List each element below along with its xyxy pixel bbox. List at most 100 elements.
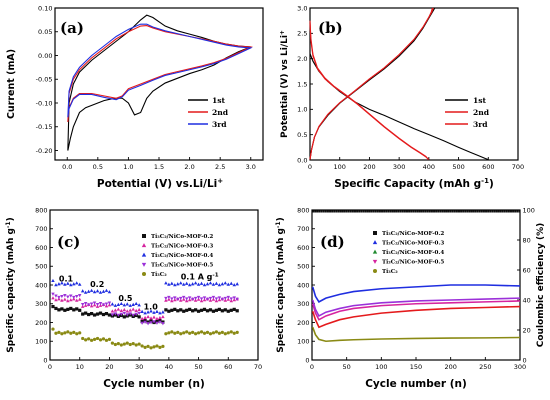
rate-point [185, 308, 189, 312]
rate-point [208, 332, 213, 336]
panel-label-d: (d) [320, 233, 345, 251]
rate-point [161, 314, 165, 319]
rate-point [191, 309, 195, 313]
ytick-label: 3.0 [297, 4, 307, 12]
legend-marker [141, 262, 147, 267]
rate-label-text: 1.0 [144, 302, 159, 311]
rate-point [95, 289, 100, 293]
rate-point [128, 303, 132, 307]
rate-point [140, 321, 144, 325]
rate-point [205, 330, 210, 334]
xlabel-b: Specific Capacity (mAh g-1) [334, 177, 494, 190]
charge-curve-3rd [309, 7, 433, 160]
rate-point [74, 294, 79, 299]
rate-point [161, 310, 165, 314]
ce-point [360, 210, 363, 213]
legend-label: Ti₃C₂/NiCo-MOF-0.5 [151, 263, 213, 269]
rate-point [54, 298, 58, 302]
xtick-label: 100 [334, 163, 346, 171]
rate-point [134, 312, 138, 316]
ce-point [399, 210, 402, 213]
xtick-label: 0 [308, 163, 312, 171]
ytick-label: -0.05 [36, 76, 53, 84]
rate-point [140, 344, 144, 348]
ce-point [416, 210, 419, 213]
ce-point [414, 210, 417, 213]
rate-point [199, 281, 204, 285]
rate-point [104, 311, 109, 316]
rate-point [125, 341, 129, 345]
rate-point [155, 344, 159, 348]
rate-point [95, 304, 100, 308]
ce-point [405, 210, 408, 213]
rate-point [178, 281, 183, 285]
rate-point [158, 311, 162, 315]
rate-point [66, 330, 70, 334]
ytick-label: 0.05 [38, 28, 52, 36]
rate-point [78, 308, 82, 312]
ce-point [430, 210, 433, 213]
rate-point [214, 330, 218, 334]
rate-point [173, 296, 177, 300]
rate-point [95, 336, 100, 341]
ce-point [374, 210, 377, 213]
rate-point [232, 331, 236, 335]
rate-point [77, 282, 82, 286]
rate-point [199, 308, 204, 312]
rate-point [184, 297, 189, 301]
ce-point [339, 210, 342, 213]
rate-label-text: 0.1 A g [181, 272, 213, 281]
rate-label-sup: -1 [212, 272, 218, 278]
rate-point [149, 346, 153, 350]
panel-a: 0.0 0.5 1.0 1.5 2.0 2.5 3.0 -0.20 -0.15 -0.10 -0.0… [6, 4, 264, 190]
ce-point [341, 210, 344, 213]
ce-point [349, 210, 352, 213]
rate-point [113, 303, 118, 307]
rate-point [116, 302, 121, 306]
ce-point [343, 210, 346, 213]
rate-point [149, 321, 153, 325]
ytick-label: 400 [35, 281, 47, 289]
rate-point [155, 319, 159, 324]
rate-point [78, 331, 82, 335]
y2tick-label: 0 [523, 356, 527, 364]
rate-point [199, 330, 204, 334]
rate-label: 0.2 [90, 280, 104, 289]
rate-point [107, 337, 112, 341]
rate-point [128, 342, 132, 347]
ytick-label: 800 [297, 206, 309, 214]
rate-point [146, 320, 150, 324]
rate-point [193, 281, 198, 285]
rate-point [75, 307, 79, 311]
ce-point [497, 210, 500, 213]
rate-point [125, 313, 130, 317]
rate-point [211, 297, 216, 301]
ce-point [443, 210, 446, 213]
legend-label: Ti₃C₂/NiCo-MOF-0.4 [151, 253, 213, 259]
rate-point [158, 320, 162, 324]
cv-curve-2nd [67, 25, 253, 123]
rate-point [131, 302, 135, 306]
rate-point [214, 308, 218, 312]
xtick-label: 200 [444, 363, 456, 371]
ce-point [353, 210, 356, 213]
rate-point [190, 282, 195, 286]
cv-curve-1st [67, 14, 251, 151]
rate-point [131, 313, 135, 317]
rate-point [226, 331, 230, 335]
xlabel-c: Cycle number (n) [103, 378, 205, 390]
rate-point [92, 313, 97, 317]
legend-label: Ti₃C₂/NiCo-MOF-0.3 [151, 244, 213, 250]
rate-point [173, 298, 177, 302]
xtick-label: 3.0 [246, 163, 256, 171]
rate-point [98, 338, 103, 342]
panel-b: 0 100 200 300 400 500 600 700 0.0 0.5 1.0 1.5 2.0 2.5… [279, 4, 525, 190]
ce-point [487, 210, 490, 213]
ce-point [453, 210, 456, 213]
ytick-label: 400 [297, 281, 309, 289]
rate-point [220, 297, 225, 301]
ytick-label: 700 [297, 225, 309, 233]
rate-point [170, 330, 174, 334]
ce-point [318, 210, 321, 213]
ce-point [412, 210, 415, 213]
